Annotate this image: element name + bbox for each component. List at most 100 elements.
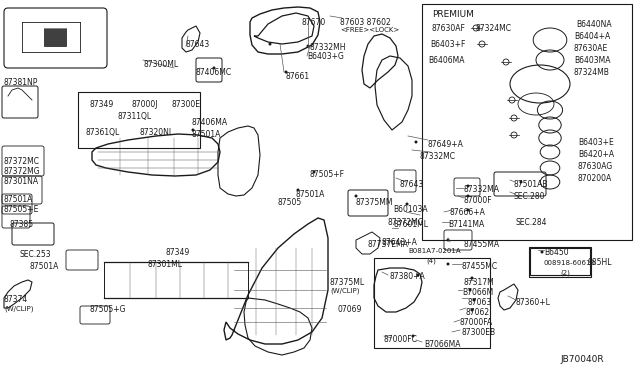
Text: 87643: 87643 <box>400 180 424 189</box>
Text: 87630AG: 87630AG <box>578 162 613 171</box>
Text: B6403+E: B6403+E <box>578 138 614 147</box>
Text: 87501A: 87501A <box>30 262 60 271</box>
Text: (2): (2) <box>560 270 570 276</box>
Text: 87332MC: 87332MC <box>420 152 456 161</box>
Circle shape <box>285 71 287 74</box>
Text: 87317M: 87317M <box>464 278 495 287</box>
Text: 87380+A: 87380+A <box>390 272 426 281</box>
Text: 87505+G: 87505+G <box>90 305 127 314</box>
Text: 87670: 87670 <box>302 18 326 27</box>
Text: 87643: 87643 <box>186 40 211 49</box>
Text: 87311QL: 87311QL <box>118 112 152 121</box>
Text: 87406MC: 87406MC <box>196 68 232 77</box>
Circle shape <box>415 141 417 144</box>
Text: 87301ML: 87301ML <box>148 260 183 269</box>
Text: 87375ML: 87375ML <box>330 278 365 287</box>
Text: 87505+E: 87505+E <box>4 205 40 214</box>
Text: B7066MA: B7066MA <box>424 340 461 349</box>
Circle shape <box>417 273 419 276</box>
Text: (W/CLIP): (W/CLIP) <box>330 288 360 295</box>
Text: 87381NP: 87381NP <box>4 78 38 87</box>
Text: 87406MA: 87406MA <box>192 118 228 127</box>
Text: 87505+F: 87505+F <box>310 170 345 179</box>
Bar <box>44 28 66 46</box>
Text: 87630AE: 87630AE <box>574 44 608 53</box>
Text: 07069: 07069 <box>338 305 362 314</box>
Text: 87501A: 87501A <box>4 195 33 204</box>
Text: 87501AB: 87501AB <box>514 180 548 189</box>
Text: 87643+A: 87643+A <box>382 238 418 247</box>
Circle shape <box>447 263 449 266</box>
Text: 87661: 87661 <box>285 72 309 81</box>
Circle shape <box>447 238 449 241</box>
Text: 87320NL: 87320NL <box>140 128 174 137</box>
Text: 87062: 87062 <box>466 308 490 317</box>
Text: B7066M: B7066M <box>462 288 493 297</box>
Text: 87372MC: 87372MC <box>4 157 40 166</box>
Circle shape <box>312 170 316 173</box>
Text: 87349: 87349 <box>165 248 189 257</box>
Text: 870200A: 870200A <box>578 174 612 183</box>
Text: 87300EB: 87300EB <box>462 328 496 337</box>
Text: 87301NA: 87301NA <box>4 177 39 186</box>
Text: B6406MA: B6406MA <box>428 56 465 65</box>
Circle shape <box>470 308 474 311</box>
Text: 87601ML: 87601ML <box>394 220 429 229</box>
Text: SEC.280: SEC.280 <box>514 192 545 201</box>
Text: 87000FA: 87000FA <box>460 318 493 327</box>
Text: 87737EMA: 87737EMA <box>368 240 409 249</box>
Text: 87501A: 87501A <box>296 190 325 199</box>
Bar <box>374 258 490 348</box>
Text: 87372MG: 87372MG <box>4 167 40 176</box>
Text: B6403+F: B6403+F <box>430 40 465 49</box>
Circle shape <box>468 289 472 292</box>
Text: PREMIUM: PREMIUM <box>432 10 474 19</box>
Text: 87000J: 87000J <box>132 100 159 109</box>
Text: 87332MH: 87332MH <box>310 43 346 52</box>
Text: 87063: 87063 <box>468 298 492 307</box>
Text: 87649+A: 87649+A <box>428 140 464 149</box>
Bar <box>530 248 590 275</box>
Text: B6403MA: B6403MA <box>574 56 611 65</box>
Circle shape <box>541 250 543 253</box>
Circle shape <box>212 67 216 70</box>
Text: B6404+A: B6404+A <box>574 32 611 41</box>
Text: 87455MA: 87455MA <box>464 240 500 249</box>
Text: 87324MB: 87324MB <box>574 68 610 77</box>
Text: B6440NA: B6440NA <box>576 20 612 29</box>
Circle shape <box>307 45 310 48</box>
Text: 87300E: 87300E <box>172 100 201 109</box>
Circle shape <box>412 334 415 337</box>
Text: 87501A: 87501A <box>192 130 221 139</box>
Text: 87000FC: 87000FC <box>384 335 418 344</box>
Text: <FREE><LOCK>: <FREE><LOCK> <box>340 27 399 33</box>
Text: 87324MC: 87324MC <box>476 24 512 33</box>
Text: 985HL: 985HL <box>588 258 612 267</box>
Text: (W/CLIP): (W/CLIP) <box>4 305 33 311</box>
Circle shape <box>191 128 195 131</box>
Text: B6450: B6450 <box>544 248 568 257</box>
Text: 87666+A: 87666+A <box>450 208 486 217</box>
Circle shape <box>296 189 300 192</box>
Bar <box>78 92 200 148</box>
Circle shape <box>467 195 470 198</box>
Text: B7141MA: B7141MA <box>448 220 484 229</box>
Circle shape <box>467 208 470 212</box>
Text: 87455MC: 87455MC <box>462 262 498 271</box>
Circle shape <box>520 180 522 183</box>
Text: 87300ML: 87300ML <box>143 60 178 69</box>
Text: 87361QL: 87361QL <box>86 128 120 137</box>
Text: 87603 87602: 87603 87602 <box>340 18 391 27</box>
Text: JB70040R: JB70040R <box>560 355 604 364</box>
Text: B60103A: B60103A <box>393 205 428 214</box>
Text: 87630AF: 87630AF <box>432 24 466 33</box>
Text: SEC.253: SEC.253 <box>20 250 52 259</box>
Bar <box>422 4 632 240</box>
Text: 87360+L: 87360+L <box>516 298 551 307</box>
Text: B6403+G: B6403+G <box>307 52 344 61</box>
Circle shape <box>269 42 271 45</box>
Text: SEC.284: SEC.284 <box>516 218 547 227</box>
Circle shape <box>470 276 474 279</box>
Text: 87349: 87349 <box>90 100 115 109</box>
Text: B6420+A: B6420+A <box>578 150 614 159</box>
